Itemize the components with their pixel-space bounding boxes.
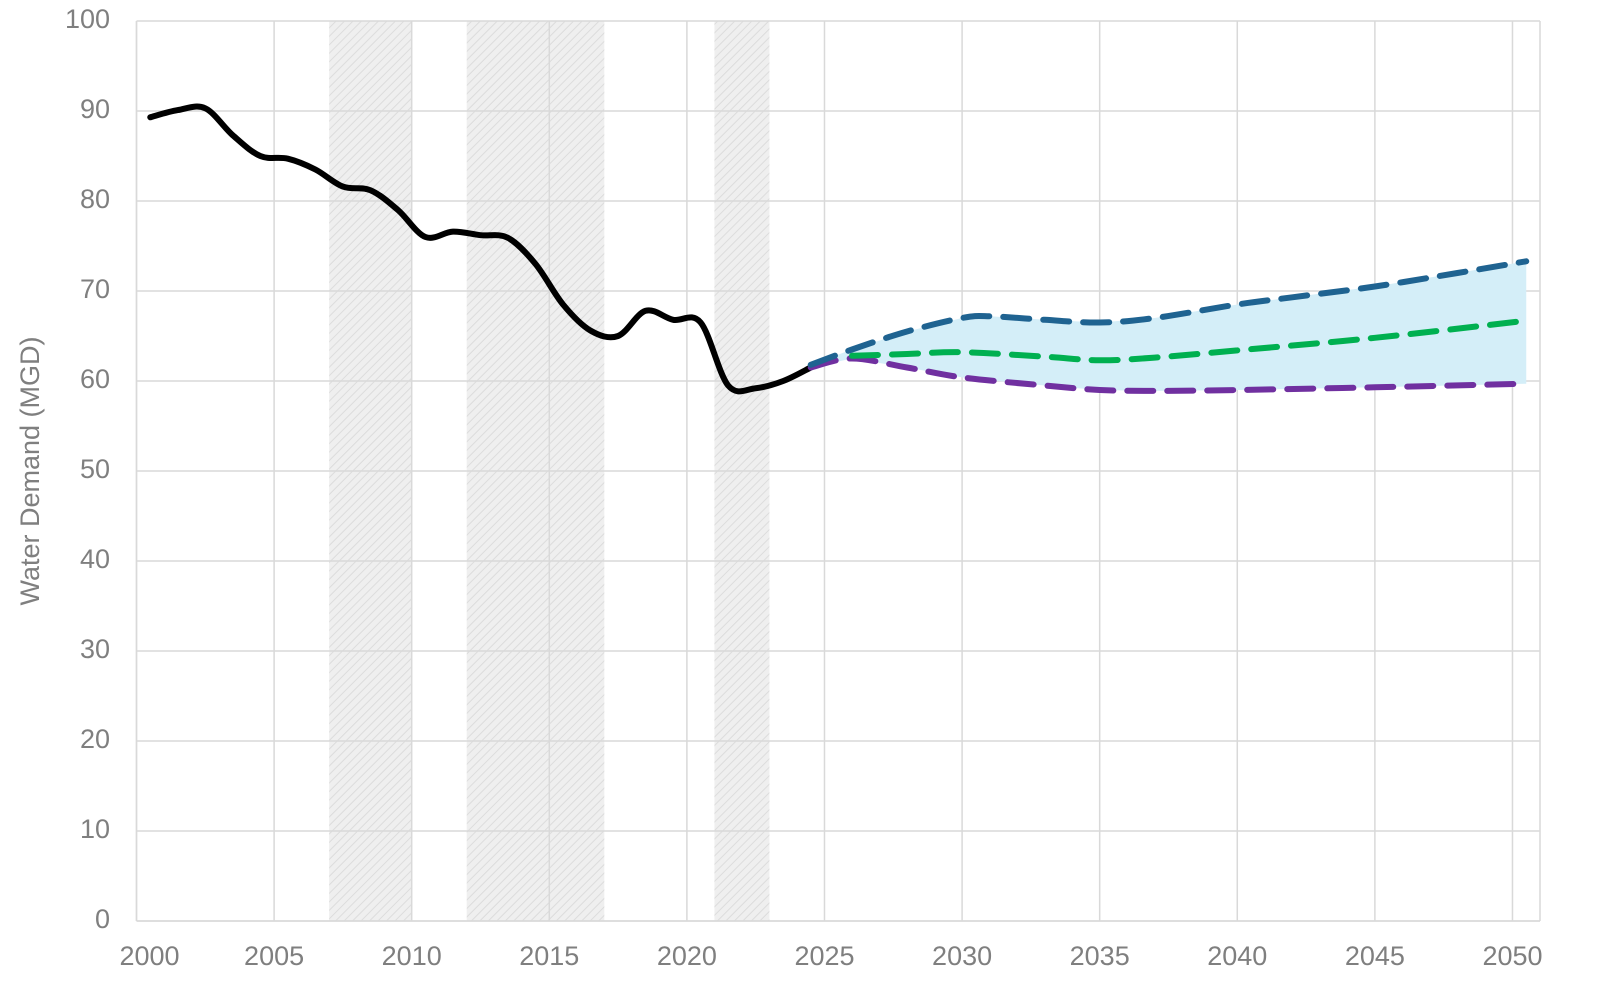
x-tick-label: 2050: [1482, 941, 1542, 971]
x-tick-label: 2045: [1345, 941, 1405, 971]
y-tick-label: 100: [65, 4, 110, 34]
x-tick-label: 2020: [657, 941, 717, 971]
y-tick-label: 0: [95, 904, 110, 934]
series-line: [807, 355, 1530, 394]
y-tick-label: 20: [80, 724, 110, 754]
x-tick-label: 2015: [519, 941, 579, 971]
x-tick-label: 2005: [244, 941, 304, 971]
x-tick-label: 2035: [1070, 941, 1130, 971]
x-tick-label: 2000: [119, 941, 179, 971]
y-tick-label: 60: [80, 364, 110, 394]
series-line: [147, 103, 814, 395]
x-tick-label: 2040: [1207, 941, 1267, 971]
y-tick-label: 90: [80, 94, 110, 124]
x-tick-label: 2025: [794, 941, 854, 971]
forecast-band: [810, 261, 1527, 391]
series-line: [807, 258, 1530, 368]
x-tick-label: 2010: [382, 941, 442, 971]
y-tick-label: 40: [80, 544, 110, 574]
y-tick-label: 50: [80, 454, 110, 484]
y-tick-label: 80: [80, 184, 110, 214]
series-line: [849, 317, 1530, 364]
y-tick-label: 30: [80, 634, 110, 664]
y-tick-label: 10: [80, 814, 110, 844]
x-tick-label: 2030: [932, 941, 992, 971]
y-axis-title: Water Demand (MGD): [15, 336, 45, 605]
y-tick-label: 70: [80, 274, 110, 304]
